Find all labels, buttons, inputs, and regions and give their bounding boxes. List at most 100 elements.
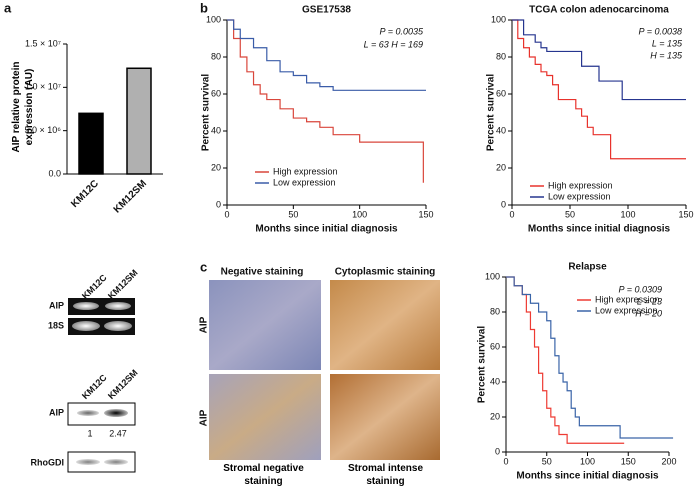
- chart-title: TCGA colon adenocarcinoma: [529, 5, 669, 16]
- annotation: H = 135: [650, 50, 683, 60]
- annotation: P = 0.0038: [639, 26, 682, 36]
- x-tick-label: 200: [661, 456, 676, 466]
- blot-row-label: AIP: [49, 407, 64, 417]
- chart-title: GSE17538: [302, 5, 351, 16]
- panel-label: b: [200, 0, 208, 15]
- y-tick-label: 100: [206, 14, 221, 24]
- y-tick-label: 20: [490, 411, 500, 421]
- x-tick-label: 50: [542, 456, 552, 466]
- x-tick-label: KM12C: [69, 178, 101, 210]
- blot-band: [76, 459, 100, 465]
- ihc-image: [330, 374, 440, 460]
- ihc-caption: Stromal negative staining: [223, 463, 304, 487]
- legend-label: Low expression: [548, 191, 611, 201]
- y-axis-title: AIP relative protein expression (AU): [11, 61, 35, 153]
- panel-label: a: [4, 0, 12, 15]
- ihc-image: [330, 280, 440, 370]
- y-tick-label: 100: [491, 14, 506, 24]
- blot-band: [73, 302, 99, 310]
- annotation: H = 20: [635, 308, 662, 318]
- y-axis-title: Percent survival: [201, 74, 212, 151]
- y-tick-label: 80: [211, 51, 221, 61]
- annotation: L = 63 H = 169: [364, 39, 423, 49]
- y-tick-label: 60: [211, 88, 221, 98]
- x-tick-label: 0: [503, 456, 508, 466]
- ihc-title: Negative staining: [221, 267, 304, 278]
- lane-label: KM12SM: [106, 367, 140, 401]
- x-tick-label: 0: [224, 209, 229, 219]
- legend-label: High expression: [548, 180, 613, 190]
- chart-title: Relapse: [568, 262, 607, 273]
- y-tick-label: 40: [490, 376, 500, 386]
- survival-curve: [227, 19, 426, 91]
- y-tick-label: 0: [216, 199, 221, 209]
- y-tick-label: 0.0: [48, 168, 61, 178]
- y-tick-label: 40: [211, 125, 221, 135]
- y-axis-title: Percent survival: [486, 74, 497, 151]
- legend-label: High expression: [595, 294, 660, 304]
- ihc-image: [209, 280, 321, 370]
- x-axis-title: Months since initial diagnosis: [528, 224, 671, 235]
- y-tick-label: 100: [485, 271, 500, 281]
- blot-band: [104, 321, 132, 331]
- panel-label: c: [200, 259, 207, 274]
- ihc-caption: Stromal intense staining: [347, 463, 424, 487]
- lane-label: KM12C: [80, 372, 109, 401]
- blot-band: [77, 410, 99, 416]
- blot: [67, 451, 136, 473]
- x-tick-label: 100: [620, 209, 635, 219]
- y-axis-title: Percent survival: [477, 326, 488, 403]
- annotation: L = 135: [652, 38, 683, 48]
- legend-label: Low expression: [273, 177, 336, 187]
- x-tick-label: 100: [352, 209, 367, 219]
- y-tick-label: 80: [496, 51, 506, 61]
- blot-band: [105, 302, 131, 310]
- blot-band: [104, 409, 128, 417]
- x-axis-title: Months since initial diagnosis: [516, 471, 659, 482]
- ihc-title: Cytoplasmic staining: [335, 267, 436, 278]
- survival-curve: [506, 276, 674, 439]
- legend-label: High expression: [273, 166, 338, 176]
- x-tick-label: 0: [509, 209, 514, 219]
- y-tick-label: 20: [496, 162, 506, 172]
- y-tick-label: 5.0 × 10⁶: [25, 125, 62, 135]
- y-tick-label: 0: [495, 446, 500, 456]
- blot-row-label: RhoGDI: [31, 457, 65, 467]
- blot-row-label: AIP: [49, 300, 64, 310]
- ihc-row-label: AIP: [199, 409, 210, 426]
- bar: [78, 112, 104, 175]
- blot-band: [72, 321, 100, 331]
- survival-curve: [512, 19, 686, 160]
- x-tick-label: 150: [621, 456, 636, 466]
- survival-curve: [512, 19, 686, 101]
- y-tick-label: 80: [490, 306, 500, 316]
- legend-label: Low expression: [595, 305, 658, 315]
- lane-label: KM12C: [80, 272, 109, 301]
- y-tick-label: 1.0 × 10⁷: [25, 82, 61, 92]
- lane-label: KM12SM: [106, 267, 140, 301]
- x-tick-label: 50: [288, 209, 298, 219]
- y-tick-label: 60: [490, 341, 500, 351]
- quantification: 1: [87, 428, 92, 438]
- x-tick-label: 100: [580, 456, 595, 466]
- blot-row-label: 18S: [48, 320, 64, 330]
- y-tick-label: 60: [496, 88, 506, 98]
- ihc-image: [209, 374, 321, 460]
- x-tick-label: 50: [565, 209, 575, 219]
- ihc-row-label: AIP: [199, 316, 210, 333]
- annotation: L = 23: [637, 296, 662, 306]
- annotation: P = 0.0035: [380, 26, 424, 36]
- y-tick-label: 1.5 × 10⁷: [25, 38, 61, 48]
- bar: [126, 67, 152, 175]
- y-tick-label: 40: [496, 125, 506, 135]
- x-tick-label: KM12SM: [112, 178, 149, 215]
- survival-curve: [227, 19, 424, 183]
- x-tick-label: 150: [418, 209, 433, 219]
- y-tick-label: 20: [211, 162, 221, 172]
- x-axis-title: Months since initial diagnosis: [255, 224, 398, 235]
- blot-band: [104, 459, 128, 465]
- quantification: 2.47: [109, 428, 127, 438]
- x-tick-label: 150: [678, 209, 693, 219]
